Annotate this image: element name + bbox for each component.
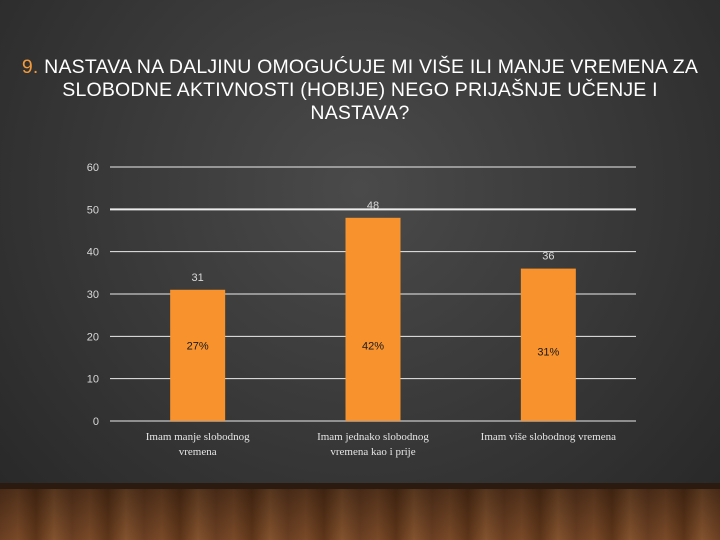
y-tick-label: 30 bbox=[87, 289, 99, 301]
category-label: Imam više slobodnog vremena bbox=[481, 431, 616, 443]
data-label: 36 bbox=[542, 251, 554, 263]
category-label: vremena kao i prije bbox=[330, 446, 415, 458]
data-label: 48 bbox=[367, 200, 379, 212]
y-tick-label: 20 bbox=[87, 331, 99, 343]
y-tick-label: 50 bbox=[87, 204, 99, 216]
wood-floor bbox=[0, 483, 720, 540]
y-tick-label: 60 bbox=[87, 162, 99, 174]
data-label: 31 bbox=[192, 272, 204, 284]
title-text: NASTAVA NA DALJINU OMOGUĆUJE MI VIŠE ILI… bbox=[44, 56, 699, 124]
percent-label: 27% bbox=[187, 340, 209, 352]
percent-label: 42% bbox=[362, 340, 384, 352]
percent-label: 31% bbox=[537, 346, 559, 358]
bar bbox=[345, 217, 401, 421]
bar-chart: 0 10 20 30 40 50 60 31 27% Imam manje slobodnog vr… bbox=[86, 162, 617, 458]
category-label: Imam jednako slobodnog bbox=[317, 431, 429, 443]
y-tick-label: 0 bbox=[93, 416, 99, 428]
bar bbox=[520, 268, 576, 421]
category-label: Imam manje slobodnog bbox=[146, 431, 250, 443]
bar bbox=[170, 289, 226, 421]
y-tick-label: 10 bbox=[87, 374, 99, 386]
y-tick-label: 40 bbox=[87, 247, 99, 259]
category-label: vremena bbox=[179, 446, 217, 458]
slide-title: 9. NASTAVA NA DALJINU OMOGUĆUJE MI VIŠE … bbox=[20, 56, 700, 125]
title-number: 9. bbox=[21, 56, 39, 78]
